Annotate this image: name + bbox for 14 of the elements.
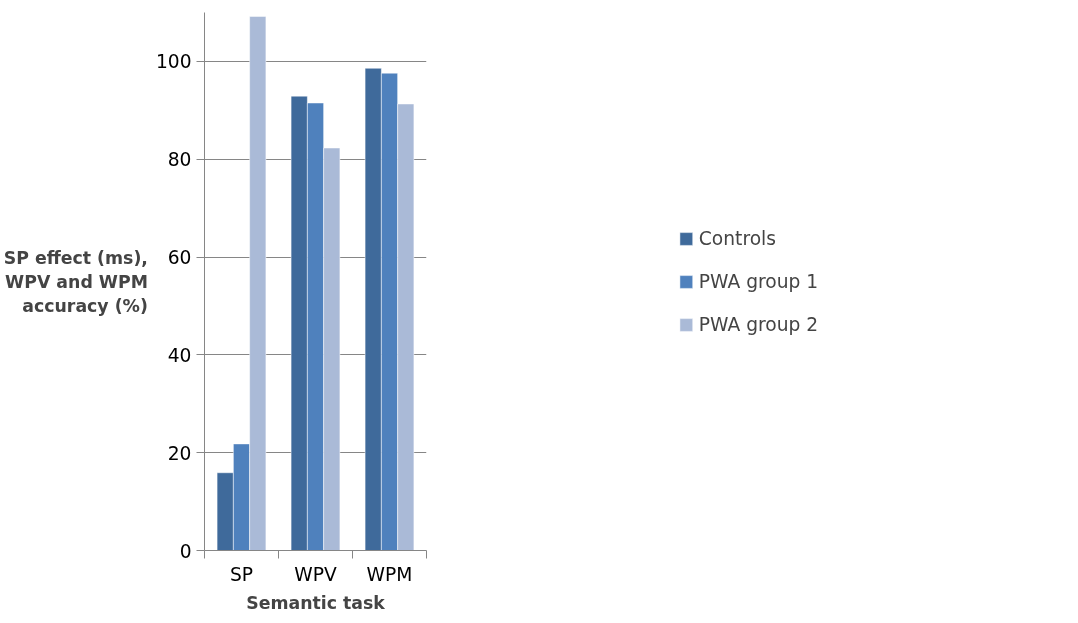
y-tick-label: 60 [167, 247, 192, 269]
y-tick-label: 100 [155, 51, 192, 73]
legend-label: PWA group 2 [698, 313, 819, 335]
x-axis-title: Semantic task [246, 592, 386, 613]
x-tick-label: SP [229, 563, 254, 585]
y-tick-label: 80 [167, 149, 192, 171]
y-tick-label: 20 [167, 442, 192, 464]
y-tick-label: 0 [179, 540, 192, 562]
legend-label: Controls [698, 227, 776, 249]
x-tick-label: WPV [294, 563, 337, 585]
legend-label: PWA group 1 [698, 270, 819, 292]
y-tick-label: 40 [167, 344, 192, 366]
x-tick-label: WPM [366, 563, 413, 585]
y-axis-title: SP effect (ms), WPV and WPM accuracy (%) [3, 247, 148, 316]
